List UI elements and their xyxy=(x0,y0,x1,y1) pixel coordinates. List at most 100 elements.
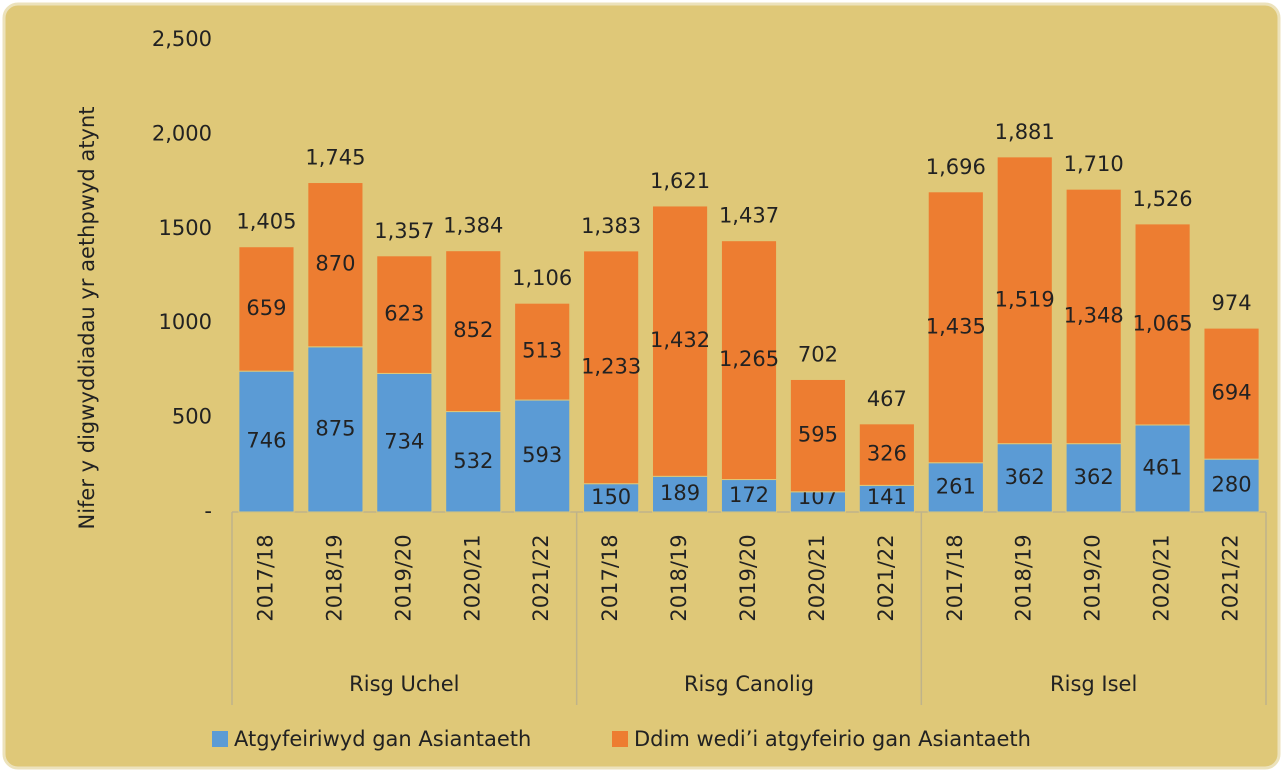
data-label: 1,435 xyxy=(926,314,986,338)
total-label: 1,405 xyxy=(236,210,296,234)
data-label: 623 xyxy=(384,302,424,326)
y-tick-label: 2,000 xyxy=(152,121,212,145)
data-label: 461 xyxy=(1143,455,1183,479)
y-tick-label: 1500 xyxy=(159,216,212,240)
total-label: 1,710 xyxy=(1064,152,1124,176)
data-label: 1,432 xyxy=(650,328,710,352)
x-tick-label: 2019/20 xyxy=(736,534,760,621)
x-tick-label: 2018/19 xyxy=(1012,534,1036,621)
data-label: 593 xyxy=(522,443,562,467)
bar-segment xyxy=(445,250,502,413)
x-tick-label: 2021/22 xyxy=(529,534,553,621)
data-label: 141 xyxy=(867,485,907,509)
data-label: 870 xyxy=(315,252,355,276)
bar-segment xyxy=(720,240,778,481)
data-label: 1,348 xyxy=(1064,303,1124,327)
total-label: 467 xyxy=(867,387,907,411)
bar-segment xyxy=(789,378,847,493)
data-label: 734 xyxy=(384,430,424,454)
data-label: 1,265 xyxy=(719,347,779,371)
x-tick-label: 2019/20 xyxy=(1081,534,1105,621)
data-label: 150 xyxy=(591,485,631,509)
total-label: 1,437 xyxy=(719,204,779,228)
x-tick-label: 2017/18 xyxy=(943,534,967,621)
data-label: 189 xyxy=(660,481,700,505)
bar-segment xyxy=(583,250,640,485)
bar-segment xyxy=(307,182,364,348)
total-label: 974 xyxy=(1211,291,1251,315)
x-tick-label: 2020/21 xyxy=(1150,534,1174,621)
total-label: 1,357 xyxy=(374,219,434,243)
total-label: 1,106 xyxy=(512,266,572,290)
bar-segment xyxy=(1134,424,1191,513)
bar-segment xyxy=(583,483,640,513)
data-label: 595 xyxy=(798,423,838,447)
bar-segment xyxy=(1065,443,1122,513)
x-tick-label: 2021/22 xyxy=(874,534,898,621)
total-label: 1,526 xyxy=(1133,187,1193,211)
x-tick-label: 2021/22 xyxy=(1219,534,1243,621)
group-label: Risg Canolig xyxy=(684,672,814,696)
data-label: 172 xyxy=(729,483,769,507)
bar-segment xyxy=(858,484,915,513)
total-label: 702 xyxy=(798,342,838,366)
bar-segment xyxy=(514,302,571,401)
data-label: 746 xyxy=(246,429,286,453)
total-label: 1,881 xyxy=(995,120,1055,144)
data-label: 694 xyxy=(1211,381,1251,405)
bar-segment xyxy=(376,255,433,374)
bar-segment xyxy=(445,411,502,513)
bar-segment xyxy=(927,191,984,464)
total-label: 1,745 xyxy=(305,146,365,170)
legend-swatch xyxy=(212,731,228,747)
x-tick-label: 2019/20 xyxy=(391,534,415,621)
bar-segment xyxy=(514,399,571,513)
data-label: 1,519 xyxy=(995,287,1055,311)
y-tick-label: - xyxy=(204,499,212,523)
data-label: 362 xyxy=(1005,465,1045,489)
bar-segment xyxy=(238,370,295,513)
data-label: 326 xyxy=(867,442,907,466)
x-tick-label: 2018/19 xyxy=(322,534,346,621)
bar-segment xyxy=(1203,327,1260,460)
data-label: 1,233 xyxy=(581,354,641,378)
y-tick-label: 500 xyxy=(172,405,212,429)
y-axis-title: Nifer y digwyddiadau yr aethpwyd atynt xyxy=(75,107,99,530)
bar-segment xyxy=(996,156,1053,445)
data-label: 280 xyxy=(1211,473,1251,497)
data-label: 1,065 xyxy=(1133,311,1193,335)
data-label: 659 xyxy=(246,296,286,320)
y-tick-label: 2,500 xyxy=(152,27,212,51)
total-label: 1,384 xyxy=(443,214,503,238)
bar-segment xyxy=(1065,188,1122,445)
total-label: 1,621 xyxy=(650,169,710,193)
data-label: 875 xyxy=(315,416,355,440)
data-label: 362 xyxy=(1074,465,1114,489)
x-tick-label: 2020/21 xyxy=(805,534,829,621)
group-label: Risg Uchel xyxy=(349,672,459,696)
data-label: 852 xyxy=(453,318,493,342)
bar-segment xyxy=(858,423,915,486)
bar-segment xyxy=(651,475,709,513)
legend-label: Atgyfeiriwyd gan Asiantaeth xyxy=(234,727,531,751)
legend-label: Ddim wedi’i atgyfeirio gan Asiantaeth xyxy=(634,727,1031,751)
bar-segment xyxy=(996,443,1053,513)
data-label: 261 xyxy=(936,474,976,498)
bar-segment xyxy=(1134,223,1191,426)
total-label: 1,696 xyxy=(926,155,986,179)
total-label: 1,383 xyxy=(581,214,641,238)
x-tick-label: 2017/18 xyxy=(253,534,277,621)
legend-swatch xyxy=(612,731,628,747)
y-tick-label: 1000 xyxy=(159,310,212,334)
x-tick-label: 2020/21 xyxy=(460,534,484,621)
bar-segment xyxy=(927,462,984,513)
x-tick-label: 2017/18 xyxy=(598,534,622,621)
bar-segment xyxy=(651,205,709,477)
bar-segment xyxy=(720,479,778,513)
data-label: 513 xyxy=(522,339,562,363)
group-label: Risg Isel xyxy=(1050,672,1137,696)
x-tick-label: 2018/19 xyxy=(667,534,691,621)
data-label: 532 xyxy=(453,449,493,473)
bar-segment xyxy=(238,246,295,372)
